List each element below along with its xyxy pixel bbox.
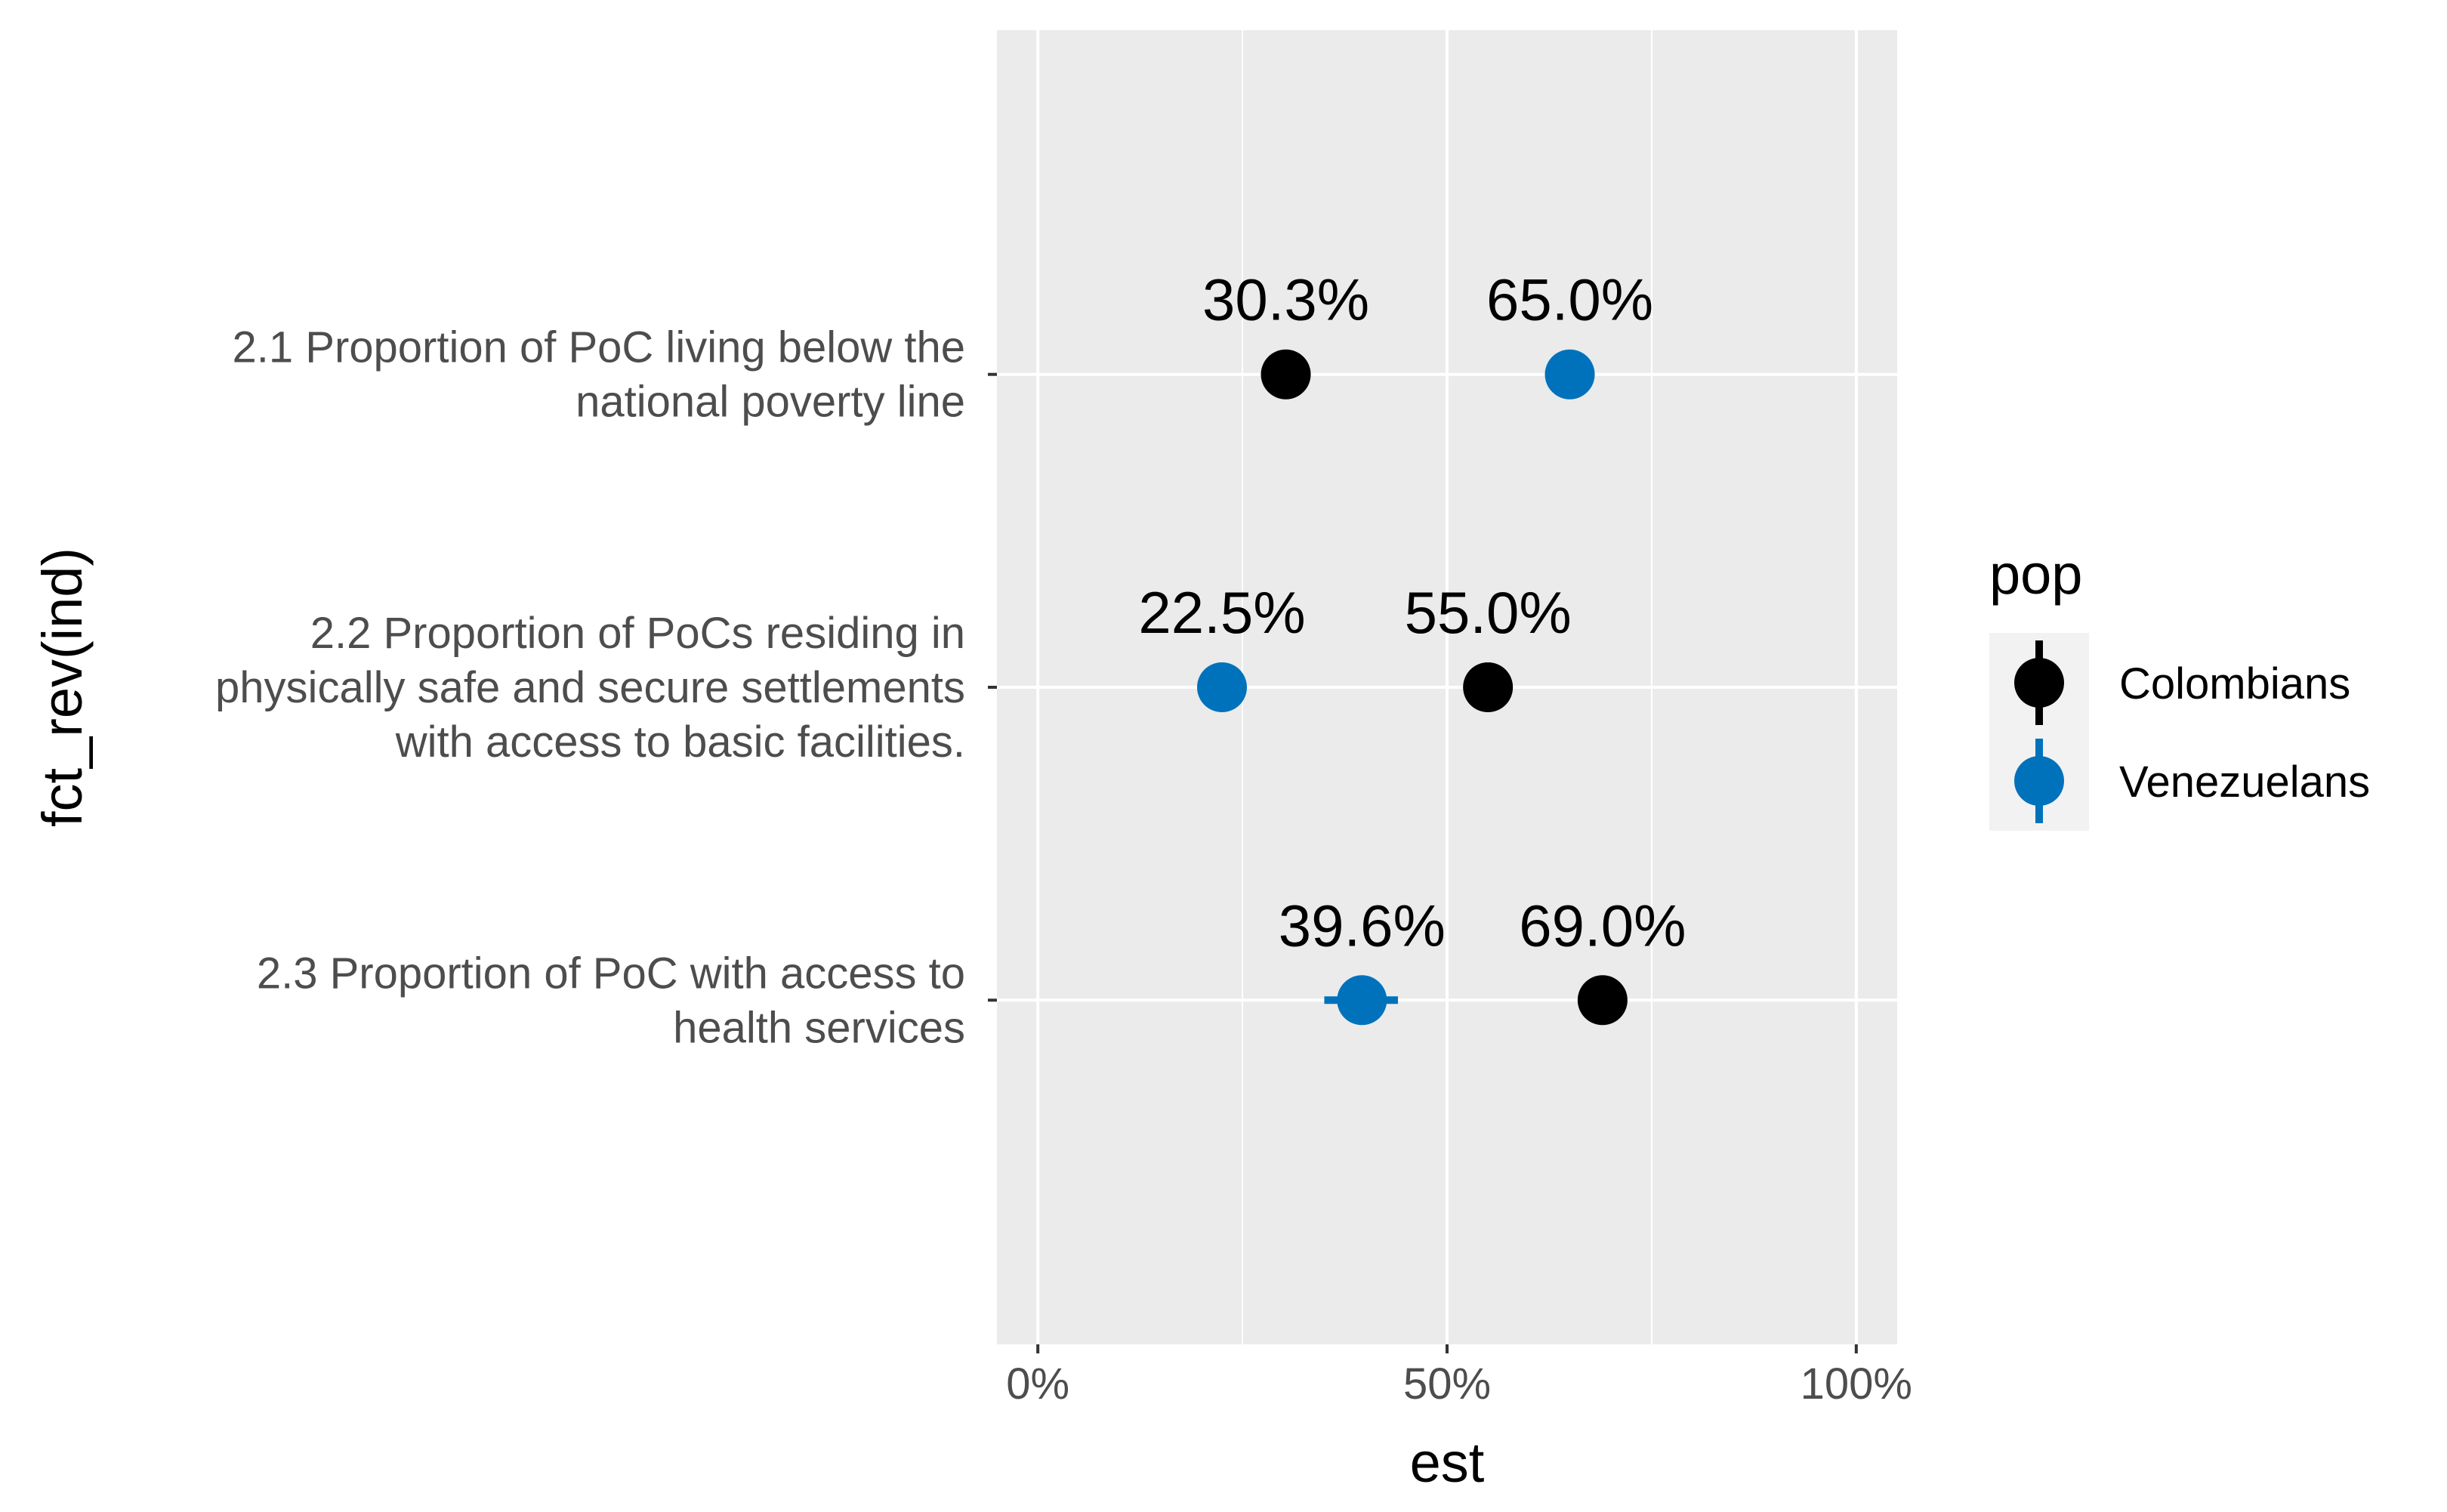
x-tick-label: 100%: [1801, 1359, 1912, 1409]
y-axis-category-labels: 2.1 Proportion of PoC living below the na…: [215, 323, 965, 1053]
x-axis-ticks: [1038, 1344, 1856, 1353]
y-category-label-line: physically safe and secure settlements: [215, 663, 965, 712]
data-label-colombians: 55.0%: [1405, 579, 1572, 646]
point-venezuelans: [1545, 350, 1595, 400]
y-category-label: 2.3 Proportion of PoC with access to heal…: [257, 949, 965, 1052]
data-label-colombians: 69.0%: [1519, 892, 1686, 958]
y-category-label-line: 2.3 Proportion of PoC with access to: [257, 949, 965, 998]
point-colombians: [1463, 662, 1513, 712]
legend-title: pop: [1989, 543, 2082, 606]
x-axis-tick-labels: 0% 50% 100%: [1006, 1359, 1912, 1409]
x-axis-title: est: [1410, 1431, 1485, 1494]
data-label-venezuelans: 65.0%: [1486, 267, 1653, 333]
y-category-label-line: 2.2 Proportion of PoCs residing in: [310, 609, 965, 658]
point-venezuelans: [1197, 662, 1247, 712]
x-tick-label: 0%: [1006, 1359, 1069, 1409]
point-colombians: [1578, 975, 1628, 1025]
data-label-colombians: 30.3%: [1202, 267, 1369, 333]
x-tick-label: 50%: [1403, 1359, 1491, 1409]
legend-key-point-colombians: [2014, 658, 2064, 708]
legend-label-venezuelans: Venezuelans: [2119, 758, 2370, 807]
y-axis-title: fct_rev(ind): [31, 548, 94, 827]
y-category-label-line: 2.1 Proportion of PoC living below the: [233, 323, 965, 372]
legend: pop Colombians Venezuelans: [1989, 543, 2370, 831]
y-category-label-line: national poverty line: [575, 378, 965, 427]
legend-key-point-venezuelans: [2014, 756, 2064, 806]
point-colombians: [1261, 350, 1311, 400]
point-venezuelans: [1337, 975, 1387, 1025]
y-category-label: 2.1 Proportion of PoC living below the na…: [233, 323, 965, 427]
legend-label-colombians: Colombians: [2119, 659, 2350, 708]
y-axis-ticks: [988, 375, 997, 1001]
y-category-label-line: health services: [673, 1003, 965, 1052]
y-category-label: 2.2 Proportion of PoCs residing in physic…: [215, 609, 965, 767]
data-label-venezuelans: 22.5%: [1138, 579, 1305, 646]
y-category-label-line: with access to basic facilities.: [395, 717, 965, 767]
data-label-venezuelans: 39.6%: [1279, 892, 1446, 958]
